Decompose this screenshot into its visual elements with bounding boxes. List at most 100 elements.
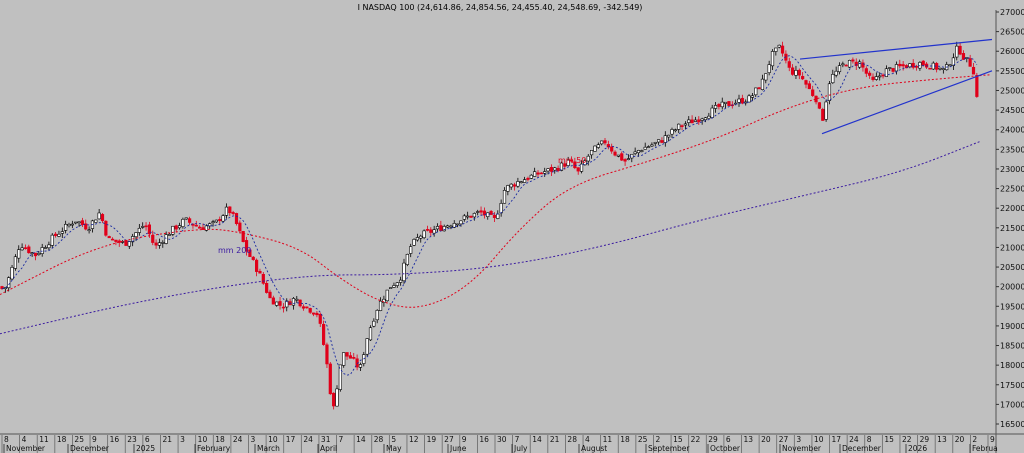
date-tick-label: 21 (162, 435, 172, 444)
price-tick-label: 19500 (1000, 302, 1024, 311)
date-tick-label: 9 (990, 435, 995, 444)
candle-up (7, 277, 11, 289)
candle-down (318, 313, 322, 324)
candle-up (589, 150, 594, 156)
price-tick-label: 26000 (1000, 47, 1024, 56)
candle-down (352, 357, 356, 359)
candle-up (167, 234, 172, 236)
candle-down (194, 224, 198, 227)
candle-up (834, 70, 838, 76)
candle-up (409, 246, 413, 254)
candle-up (767, 64, 771, 73)
month-label: August (581, 444, 607, 453)
candle-up (285, 300, 289, 308)
date-tick-label: 6 (726, 435, 731, 444)
candle-down (271, 297, 275, 305)
candle-up (710, 107, 714, 118)
candle-down (425, 229, 430, 231)
candle-up (40, 247, 44, 254)
candle-up (693, 119, 698, 122)
candle-up (874, 76, 878, 80)
date-tick-label: 27 (779, 435, 789, 444)
date-tick-label: 18 (57, 435, 67, 444)
candle-up (529, 174, 533, 179)
date-tick-label: 14 (356, 435, 366, 444)
price-tick-label: 17000 (1000, 400, 1024, 409)
candle-down (258, 270, 262, 274)
candle-up (747, 95, 751, 103)
candle-up (687, 119, 691, 123)
candle-down (871, 76, 875, 80)
candle-up (653, 142, 657, 144)
date-tick-label: 13 (937, 435, 947, 444)
month-label: March (257, 444, 280, 453)
candle-up (37, 253, 41, 255)
candle-up (275, 301, 279, 306)
candle-up (777, 44, 781, 48)
candle-up (543, 171, 547, 174)
date-tick-label: 18 (215, 435, 225, 444)
candle-down (697, 119, 701, 123)
candle-down (429, 229, 433, 233)
candle-up (579, 163, 584, 172)
candle-up (97, 212, 101, 220)
candle-up (707, 115, 711, 119)
candle-down (790, 67, 795, 75)
candle-down (255, 259, 259, 272)
date-tick-label: 28 (374, 435, 384, 444)
price-axis: 16500 17000 17500 18000 18500 19000 19500 20000… (996, 8, 1024, 429)
candle-down (610, 146, 614, 152)
candle-down (914, 66, 919, 68)
mm50-label: mm 50 (558, 156, 586, 165)
candle-down (757, 87, 761, 90)
candle-down (901, 64, 905, 67)
candle-down (308, 308, 312, 313)
candle-down (536, 172, 540, 175)
candle-up (948, 64, 952, 67)
date-tick-label: 11 (39, 435, 49, 444)
candle-up (67, 223, 71, 227)
candle-up (593, 145, 597, 152)
candle-up (405, 254, 409, 265)
candle-up (214, 219, 219, 223)
candle-up (955, 45, 959, 58)
candle-down (971, 66, 976, 75)
candle-up (412, 239, 416, 246)
candle-up (157, 242, 162, 246)
candle-down (717, 104, 721, 107)
candle-down (881, 74, 885, 77)
candle-down (241, 231, 245, 243)
candle-down (492, 214, 497, 218)
candle-up (951, 57, 955, 66)
candle-up (626, 158, 631, 160)
date-tick-label: 25 (74, 435, 84, 444)
candle-up (204, 225, 208, 231)
candle-down (864, 68, 868, 74)
candle-down (147, 224, 152, 235)
candle-down (114, 239, 118, 242)
candle-down (151, 234, 155, 243)
candle-up (633, 151, 637, 154)
price-tick-label: 21500 (1000, 224, 1024, 233)
candle-up (713, 105, 718, 109)
candle-up (342, 352, 346, 366)
candle-down (563, 163, 567, 167)
candle-down (278, 301, 282, 306)
date-tick-label: 29 (708, 435, 718, 444)
date-tick-label: 8 (4, 435, 9, 444)
date-tick-label: 20 (955, 435, 965, 444)
candle-down (311, 312, 316, 315)
candle-up (422, 230, 426, 239)
candle-down (623, 159, 627, 162)
date-tick-label: 23 (127, 435, 137, 444)
date-tick-label: 9 (462, 435, 467, 444)
candle-up (466, 215, 470, 218)
price-tick-label: 23000 (1000, 165, 1024, 174)
candle-up (459, 220, 463, 225)
price-tick-label: 16500 (1000, 420, 1024, 429)
month-label: December (842, 444, 882, 453)
candle-up (831, 74, 835, 84)
candle-up (506, 185, 510, 192)
candle-down (539, 172, 543, 175)
candle-up (74, 221, 78, 224)
